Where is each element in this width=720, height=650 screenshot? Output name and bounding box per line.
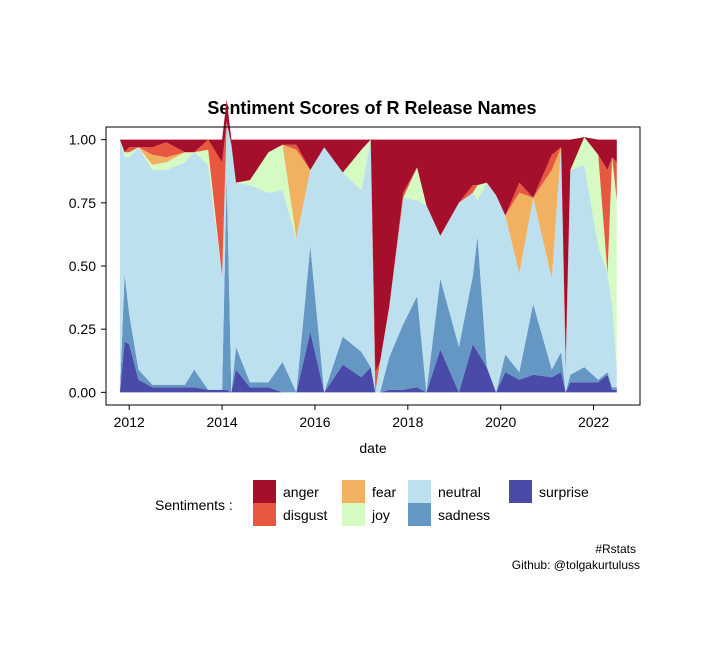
area-series-neutral — [119, 121, 617, 393]
area-series-fear — [119, 121, 617, 393]
x-tick-label: 2022 — [578, 414, 609, 430]
legend-label-fear: fear — [372, 484, 396, 500]
legend-label-surprise: surprise — [539, 484, 589, 500]
area-series-anger — [119, 99, 617, 373]
area-series-disgust — [119, 121, 617, 393]
caption-hashtag: #Rstats — [595, 542, 636, 556]
area-layers — [119, 99, 617, 393]
x-tick-label: 2012 — [114, 414, 145, 430]
legend-swatch-surprise — [509, 480, 532, 503]
x-axis: 2012 2014 2016 2018 2020 2022 — [114, 405, 609, 430]
legend-swatch-neutral — [408, 480, 431, 503]
y-tick-label: 0.25 — [69, 321, 96, 337]
legend-title: Sentiments : — [155, 497, 233, 513]
y-tick-label: 0.75 — [69, 195, 96, 211]
y-tick-label: 1.00 — [69, 132, 96, 148]
x-tick-label: 2014 — [207, 414, 238, 430]
legend-label-anger: anger — [283, 484, 319, 500]
legend-swatch-joy — [342, 503, 365, 526]
y-axis: 0.00 0.25 0.50 0.75 1.00 — [69, 132, 106, 400]
legend-label-neutral: neutral — [438, 484, 481, 500]
x-tick-label: 2018 — [392, 414, 423, 430]
legend: anger disgust fear joy neutral sadness surpris… — [253, 480, 589, 526]
legend-swatch-disgust — [253, 503, 276, 526]
y-tick-label: 0.00 — [69, 384, 96, 400]
x-tick-label: 2020 — [485, 414, 516, 430]
legend-swatch-sadness — [408, 503, 431, 526]
chart-title: Sentiment Scores of R Release Names — [207, 98, 536, 118]
legend-label-joy: joy — [371, 507, 390, 523]
x-tick-label: 2016 — [299, 414, 330, 430]
area-series-surprise — [119, 331, 617, 393]
legend-label-disgust: disgust — [283, 507, 327, 523]
caption-github: Github: @tolgakurtuluss — [512, 558, 640, 572]
legend-label-sadness: sadness — [438, 507, 490, 523]
legend-swatch-fear — [342, 480, 365, 503]
x-axis-label: date — [359, 440, 386, 456]
y-tick-label: 0.50 — [69, 258, 96, 274]
legend-swatch-anger — [253, 480, 276, 503]
